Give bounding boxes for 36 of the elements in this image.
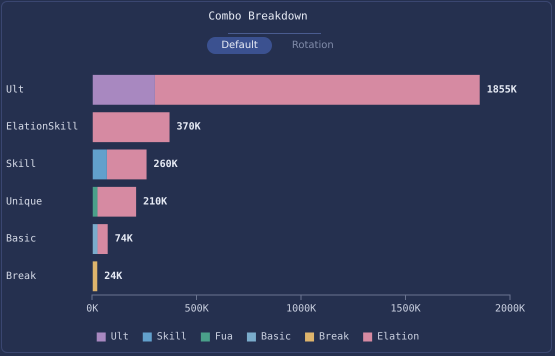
bar (92, 186, 98, 217)
y-tick-label: Break (6, 270, 36, 282)
bar (92, 261, 98, 292)
bar (92, 112, 170, 142)
text: Default (207, 37, 272, 54)
bar (154, 74, 480, 105)
y-tick-label: ElationSkill (6, 122, 78, 133)
legend-label: Fua (214, 332, 233, 343)
legend-label: Elation (377, 332, 420, 343)
bar (97, 224, 108, 254)
bar (92, 150, 107, 180)
total-label: 24K (104, 270, 122, 282)
total-label: 74K (114, 234, 133, 245)
x-tick-label: 500K (184, 304, 209, 315)
total-label: 1855K (486, 84, 517, 96)
y-tick-label: Basic (6, 234, 36, 245)
text: Rotation (290, 39, 335, 53)
total-label: 370K (176, 122, 201, 133)
y-tick-label: Ult (6, 84, 24, 96)
legend-label: Break (319, 332, 350, 343)
y-tick-label: Unique (6, 196, 42, 208)
total-label: 210K (143, 196, 168, 208)
x-tick-label: 2000K (494, 304, 526, 315)
legend-label: Skill (156, 332, 187, 343)
x-tick-label: 0K (86, 304, 98, 315)
bar (106, 150, 147, 180)
bar (92, 224, 98, 254)
chart-title: Combo Breakdown (208, 9, 308, 22)
x-tick-label: 1000K (286, 304, 316, 315)
legend-label: Ult (110, 332, 129, 343)
bar (97, 186, 136, 217)
bar (92, 74, 155, 105)
x-tick-label: 1500K (390, 304, 421, 315)
y-tick-label: Skill (6, 159, 36, 170)
legend-label: Basic (260, 332, 292, 343)
total-label: 260K (154, 159, 178, 170)
